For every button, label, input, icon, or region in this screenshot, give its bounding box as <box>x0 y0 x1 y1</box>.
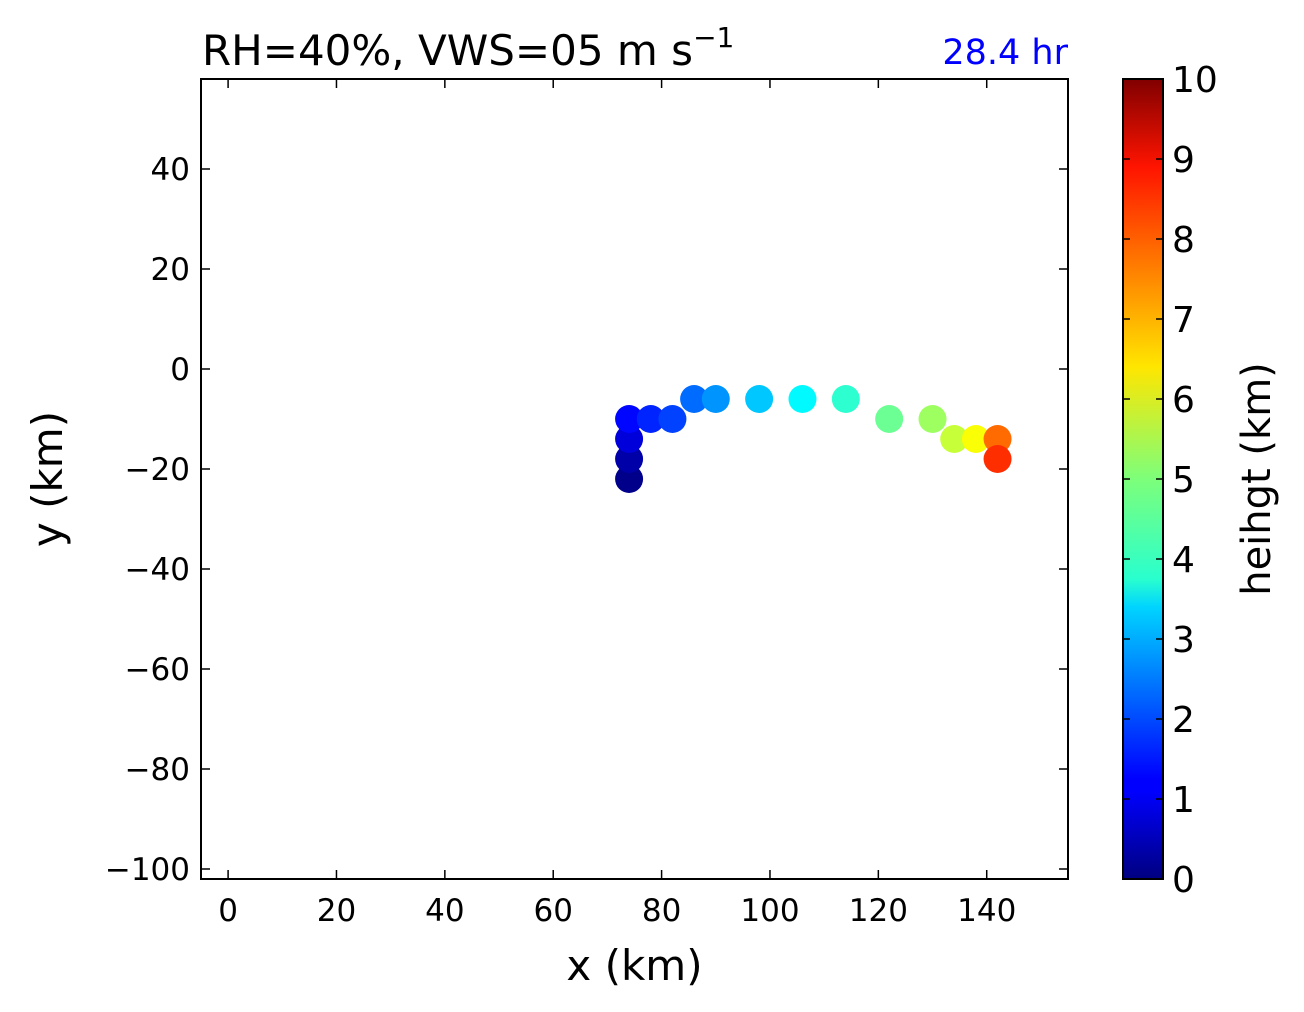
x-tick-label: 0 <box>218 893 238 929</box>
colorbar-tick-label: 9 <box>1172 140 1195 181</box>
scatter-point <box>983 445 1012 473</box>
scatter-point <box>961 425 990 453</box>
scatter-point <box>745 385 774 413</box>
y-tick-label: −80 <box>125 752 190 788</box>
x-tick-label: 20 <box>317 893 356 929</box>
colorbar-tick-label: 4 <box>1172 540 1195 581</box>
colorbar-tick-label: 1 <box>1172 780 1195 821</box>
scatter-point <box>615 425 644 453</box>
scatter-point <box>918 405 947 433</box>
colorbar-tick-label: 2 <box>1172 700 1195 741</box>
scatter-point <box>983 425 1012 453</box>
scatter-point <box>940 425 969 453</box>
colorbar-tick-label: 0 <box>1172 860 1195 901</box>
colorbar-label: heihgt (km) <box>1234 362 1280 596</box>
scatter-point <box>615 465 644 493</box>
x-tick-label: 80 <box>642 893 681 929</box>
y-tick-label: 40 <box>151 152 190 188</box>
scatter-point <box>615 445 644 473</box>
time-label: 28.4 hr <box>942 33 1068 73</box>
y-tick-label: −40 <box>125 552 190 588</box>
x-tick-label: 60 <box>533 893 572 929</box>
x-tick-label: 100 <box>740 893 799 929</box>
x-tick-label: 140 <box>957 893 1016 929</box>
colorbar-tick-label: 7 <box>1172 300 1195 341</box>
scatter-point <box>680 385 709 413</box>
y-tick-label: −60 <box>125 652 190 688</box>
y-tick-label: −20 <box>125 452 190 488</box>
scatter-point <box>701 385 730 413</box>
plot-frame <box>200 78 1069 880</box>
scatter-point <box>636 405 665 433</box>
colorbar-tick-label: 3 <box>1172 620 1195 661</box>
title-superscript: −1 <box>693 21 734 54</box>
y-axis-label: y (km) <box>23 411 72 547</box>
colorbar: 0 1 2 3 4 5 6 7 8 9 10 heihgt (km) <box>1122 60 1280 901</box>
y-tick-label: −100 <box>105 852 190 888</box>
scatter-points <box>615 385 1012 493</box>
x-axis-label: x (km) <box>566 941 702 990</box>
scatter-point <box>831 385 860 413</box>
chart-title: RH=40%, VWS=05 m s−1 <box>202 21 734 75</box>
plot-area <box>200 78 1069 880</box>
colorbar-tick-label: 5 <box>1172 460 1195 501</box>
axis-ticks: 0 20 40 60 80 100 120 140 40 20 0 −20 −40 −60 −80 −100 <box>105 79 1068 929</box>
colorbar-tick-label: 10 <box>1172 60 1218 101</box>
y-tick-label: 20 <box>151 252 190 288</box>
scatter-point <box>615 405 644 433</box>
x-tick-label: 120 <box>849 893 908 929</box>
colorbar-tick-label: 8 <box>1172 220 1195 261</box>
scatter-point <box>658 405 687 433</box>
y-tick-label: 0 <box>170 352 190 388</box>
scatter-point <box>788 385 817 413</box>
colorbar-tick-label: 6 <box>1172 380 1195 421</box>
colorbar-ticks: 0 1 2 3 4 5 6 7 8 9 10 <box>1123 60 1218 901</box>
scatter-point <box>875 405 904 433</box>
x-tick-label: 40 <box>425 893 464 929</box>
